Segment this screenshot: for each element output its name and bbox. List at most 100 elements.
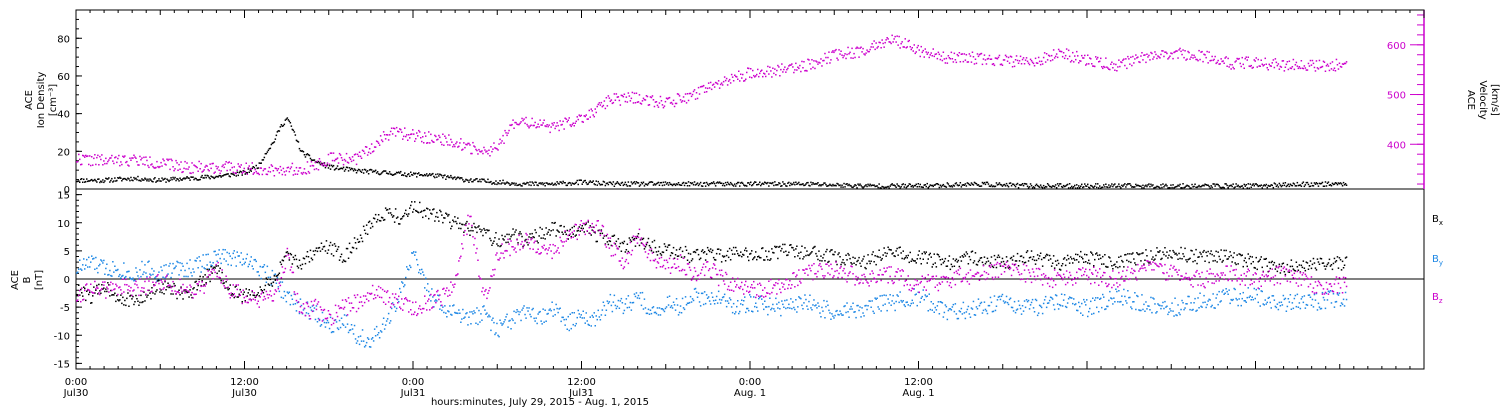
- by-series-point: [894, 309, 896, 312]
- velocity-series-point: [670, 101, 673, 104]
- density-series-point: [284, 119, 287, 121]
- density-series-point: [935, 183, 938, 185]
- density-series-point: [986, 181, 989, 184]
- density-series-point: [649, 181, 652, 183]
- bx-series-point: [519, 231, 521, 233]
- velocity-series-point: [1277, 63, 1280, 65]
- density-series-point: [216, 175, 218, 178]
- density-series-point: [467, 179, 469, 182]
- velocity-series-point: [768, 73, 770, 75]
- by-series-point: [1101, 306, 1103, 309]
- velocity-series-point: [1042, 56, 1045, 59]
- velocity-series-point: [1265, 63, 1267, 65]
- density-series-point: [438, 175, 440, 177]
- velocity-series-point: [410, 133, 412, 136]
- bx-series-point: [690, 259, 693, 262]
- by-series-point: [320, 324, 323, 326]
- velocity-series-point: [462, 148, 464, 151]
- density-series-point: [1025, 183, 1028, 185]
- by-series-point: [441, 309, 443, 312]
- by-series-point: [656, 307, 659, 309]
- bx-series-point: [581, 225, 583, 227]
- bx-series-point: [511, 234, 513, 236]
- by-series-point: [702, 303, 705, 306]
- bx-series-point: [737, 252, 739, 255]
- velocity-series-point: [362, 150, 365, 152]
- by-series-point: [455, 312, 457, 314]
- by-series-point: [292, 303, 295, 306]
- bx-series-point: [403, 215, 405, 217]
- density-series-point: [572, 182, 574, 185]
- by-series-point: [774, 310, 776, 312]
- bx-series-point: [262, 292, 265, 294]
- density-series-point: [682, 181, 685, 184]
- by-series-point: [685, 304, 688, 306]
- velocity-series-point: [1087, 54, 1089, 56]
- velocity-series-point: [859, 47, 861, 49]
- by-series-point: [1143, 303, 1145, 306]
- by-series-point: [676, 304, 679, 306]
- by-series-point: [950, 309, 953, 311]
- density-series-point: [363, 168, 366, 171]
- density-series-point: [1314, 183, 1317, 185]
- by-series-point: [591, 314, 593, 317]
- bx-series-point: [447, 215, 449, 217]
- velocity-series-point: [1157, 55, 1159, 57]
- bx-series-point: [270, 282, 273, 285]
- by-series-point: [425, 277, 427, 280]
- bx-series-point: [327, 249, 330, 251]
- by-series-point: [1234, 288, 1236, 291]
- density-series-point: [880, 187, 882, 189]
- density-series-point: [700, 185, 703, 187]
- velocity-series-point: [964, 59, 967, 61]
- velocity-series-point: [217, 166, 219, 168]
- velocity-series-point: [735, 75, 737, 78]
- by-series-point: [1177, 304, 1179, 306]
- density-series-point: [823, 182, 825, 184]
- velocity-series-point: [372, 150, 375, 152]
- by-series-point: [1008, 298, 1011, 301]
- velocity-series-point: [1331, 61, 1334, 63]
- velocity-series-point: [664, 100, 667, 103]
- by-series-point: [150, 274, 152, 276]
- bx-series-point: [848, 254, 850, 256]
- by-series-point: [1198, 307, 1200, 309]
- by-series-point: [841, 314, 843, 316]
- density-series-point: [309, 157, 312, 160]
- by-series-point: [1071, 297, 1073, 299]
- density-series-point: [570, 184, 572, 186]
- density-series-point: [1317, 185, 1320, 187]
- by-series-point: [119, 273, 121, 276]
- density-series-point: [688, 185, 691, 187]
- bx-series-point: [376, 218, 379, 221]
- bx-series-point: [542, 237, 544, 239]
- density-series-point: [209, 177, 211, 180]
- by-series-point: [1263, 304, 1265, 306]
- density-series-point: [892, 184, 894, 186]
- by-series-point: [420, 272, 422, 275]
- velocity-series-point: [426, 142, 428, 144]
- bx-series-point: [81, 292, 83, 294]
- velocity-series-point: [213, 172, 215, 174]
- density-series-point: [531, 181, 533, 183]
- bx-series-point: [753, 257, 755, 259]
- by-series-point: [849, 308, 851, 310]
- density-series-point: [341, 168, 344, 170]
- velocity-series-point: [725, 77, 728, 80]
- velocity-series-point: [1051, 59, 1054, 61]
- bx-series-point: [160, 289, 162, 291]
- velocity-series-point: [326, 162, 329, 164]
- by-series-point: [951, 306, 954, 308]
- bx-series-point: [548, 229, 550, 231]
- density-series-point: [1343, 184, 1346, 186]
- by-series-point: [582, 310, 584, 312]
- density-series-point: [342, 166, 345, 169]
- velocity-series-point: [476, 149, 478, 152]
- density-series-point: [303, 154, 306, 156]
- by-series-point: [488, 314, 490, 316]
- by-series-point: [507, 326, 509, 328]
- bx-series-point: [937, 254, 940, 256]
- by-series-point: [277, 286, 280, 288]
- by-series-point: [1064, 305, 1067, 308]
- velocity-series-point: [722, 80, 725, 83]
